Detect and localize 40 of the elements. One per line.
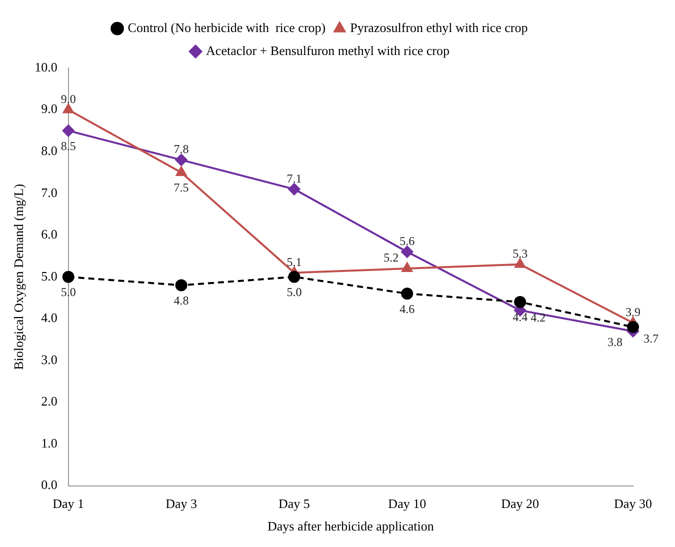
data-label: 7.5 xyxy=(174,180,189,195)
data-label: 7.1 xyxy=(286,171,302,186)
y-tick-label: 10.0 xyxy=(34,59,58,74)
x-axis-title: Days after herbicide application xyxy=(267,518,434,534)
y-tick-label: 0.0 xyxy=(41,477,58,492)
y-tick-label: 4.0 xyxy=(41,310,58,326)
y-tick-label: 9.0 xyxy=(41,101,58,116)
data-label: 3.9 xyxy=(626,305,640,320)
legend-label: Acetaclor + Bensulfuron methyl with rice crop xyxy=(206,42,450,58)
x-tick-label: Day 5 xyxy=(278,496,310,512)
data-label: 4.6 xyxy=(400,302,415,316)
y-tick-label: 1.0 xyxy=(41,435,58,450)
x-tick-label: Day 30 xyxy=(614,496,652,512)
data-label: 5.2 xyxy=(384,250,399,265)
legend-label: Control (No herbicide with rice crop) xyxy=(128,20,326,35)
data-label: 4.4 xyxy=(512,310,528,324)
data-label: 5.3 xyxy=(512,246,528,261)
data-label: 5.0 xyxy=(286,285,302,300)
y-tick-label: 7.0 xyxy=(41,184,58,200)
data-label: 4.2 xyxy=(530,310,546,324)
y-axis-title: Biological Oxygen Demand (mg/L) xyxy=(11,184,26,370)
data-label: 9.0 xyxy=(60,92,76,106)
y-tick-label: 8.0 xyxy=(41,142,58,158)
y-tick-label: 5.0 xyxy=(41,268,58,284)
data-label: 7.8 xyxy=(174,142,189,156)
data-label: 3.8 xyxy=(608,335,622,350)
x-tick-label: Day 3 xyxy=(166,496,197,512)
x-tick-label: Day 1 xyxy=(52,496,84,512)
y-tick-label: 2.0 xyxy=(41,394,58,409)
x-tick-label: Day 10 xyxy=(388,496,426,512)
y-tick-label: 6.0 xyxy=(41,226,58,242)
data-label: 8.5 xyxy=(60,138,76,153)
data-label: 5.1 xyxy=(286,254,302,269)
y-tick-label: 3.0 xyxy=(41,352,58,367)
legend-label: Pyrazosulfron ethyl with rice crop xyxy=(350,20,528,35)
data-label: 4.8 xyxy=(174,293,189,308)
data-label: 5.0 xyxy=(60,285,76,300)
x-tick-label: Day 20 xyxy=(501,496,540,512)
data-label: 3.7 xyxy=(644,331,658,346)
data-label: 5.6 xyxy=(400,234,415,248)
